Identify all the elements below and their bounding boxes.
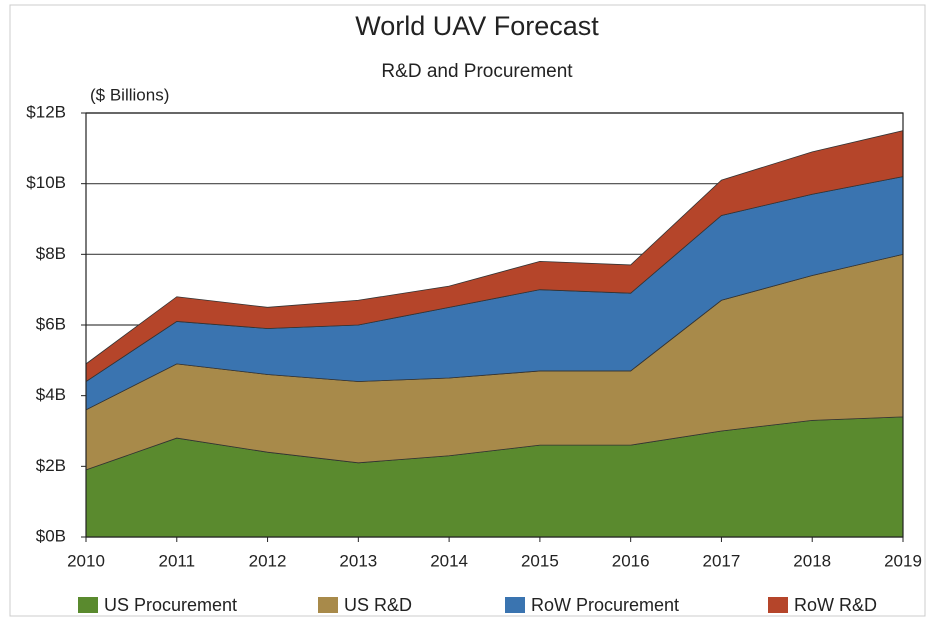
legend-label: US Procurement xyxy=(104,595,237,615)
y-tick-label: $2B xyxy=(36,456,66,475)
x-tick-label: 2012 xyxy=(249,551,287,570)
x-tick-label: 2019 xyxy=(884,551,922,570)
y-tick-label: $12B xyxy=(26,102,66,121)
legend-swatch xyxy=(768,597,788,613)
x-tick-label: 2013 xyxy=(339,551,377,570)
y-tick-label: $4B xyxy=(36,385,66,404)
x-tick-label: 2018 xyxy=(793,551,831,570)
chart-title: World UAV Forecast xyxy=(355,11,599,41)
legend-label: US R&D xyxy=(344,595,412,615)
legend-swatch xyxy=(318,597,338,613)
legend-swatch xyxy=(78,597,98,613)
y-tick-label: $6B xyxy=(36,314,66,333)
plot-area xyxy=(85,112,904,538)
y-tick-label: $8B xyxy=(36,244,66,263)
x-tick-label: 2015 xyxy=(521,551,559,570)
x-tick-label: 2016 xyxy=(612,551,650,570)
legend-label: RoW Procurement xyxy=(531,595,679,615)
x-tick-label: 2011 xyxy=(158,551,195,570)
y-tick-label: $0B xyxy=(36,526,66,545)
x-tick-label: 2010 xyxy=(67,551,105,570)
legend-label: RoW R&D xyxy=(794,595,877,615)
y-tick-label: $10B xyxy=(26,173,66,192)
legend-swatch xyxy=(505,597,525,613)
chart-subtitle: R&D and Procurement xyxy=(381,61,573,82)
y-axis-label: ($ Billions) xyxy=(90,85,169,104)
x-tick-label: 2014 xyxy=(430,551,468,570)
frame xyxy=(9,4,926,617)
legend: US Procurement US R&D RoW Procurement RoW R… xyxy=(78,595,877,615)
x-tick-label: 2017 xyxy=(703,551,741,570)
